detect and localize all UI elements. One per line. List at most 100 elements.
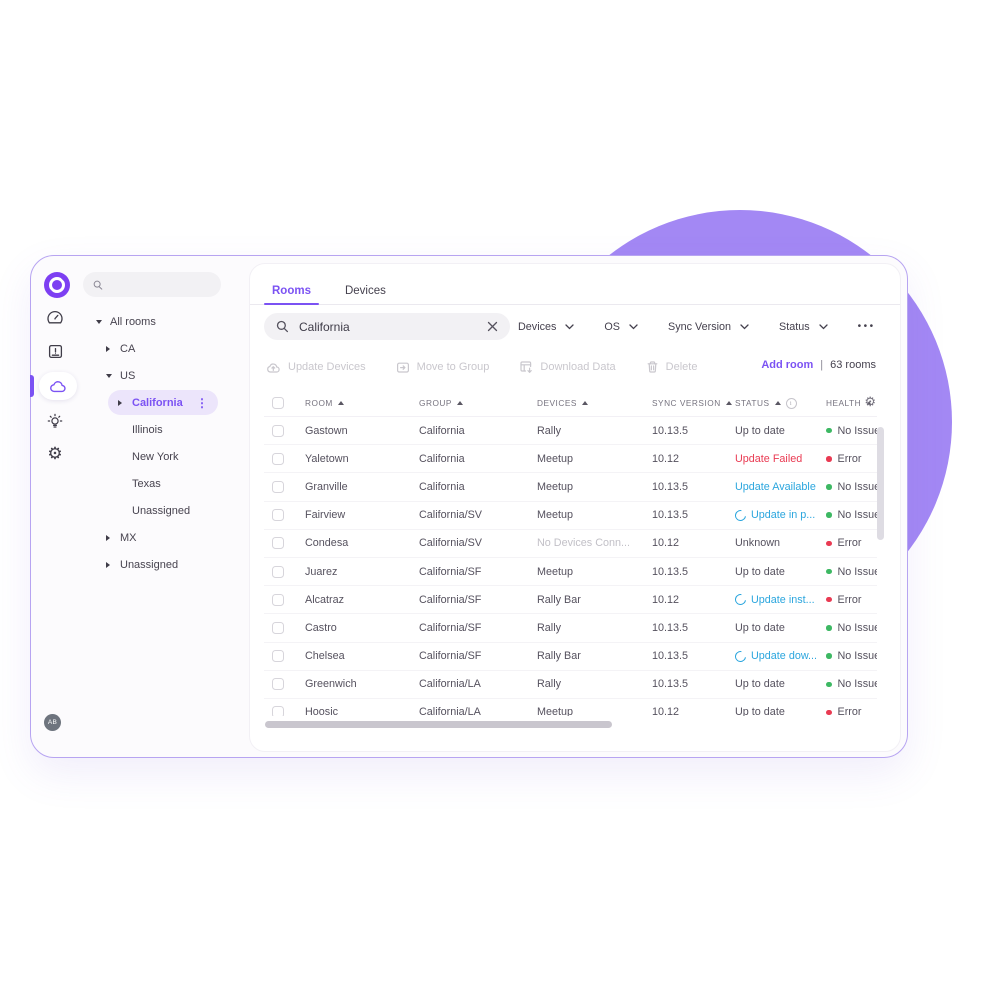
clear-search-button[interactable] bbox=[487, 321, 498, 332]
tree-caret-icon[interactable] bbox=[106, 346, 120, 352]
table-row[interactable]: Fairview California/SV Meetup 10.13.5 Up… bbox=[264, 502, 877, 530]
tree-item-label: MX bbox=[120, 531, 137, 544]
cloud-upload-icon bbox=[267, 362, 280, 373]
sidebar-search[interactable] bbox=[83, 272, 221, 297]
cell-devices: No Devices Conn... bbox=[537, 537, 631, 550]
tree-item-label: All rooms bbox=[110, 315, 156, 328]
column-header-devices[interactable]: DEVICES bbox=[537, 398, 652, 408]
tree-item[interactable]: MX bbox=[31, 524, 249, 551]
row-checkbox[interactable] bbox=[272, 565, 284, 578]
rooms-table: ROOM GROUP DEVICES SYNC VERSION STATUS i … bbox=[264, 390, 877, 716]
row-checkbox[interactable] bbox=[272, 537, 284, 550]
tree-item-label: CA bbox=[120, 342, 136, 355]
row-checkbox[interactable] bbox=[272, 452, 284, 465]
row-checkbox[interactable] bbox=[272, 480, 284, 493]
update-spinner-icon bbox=[735, 509, 749, 522]
tree-caret-icon[interactable] bbox=[106, 562, 120, 568]
row-checkbox[interactable] bbox=[272, 621, 284, 634]
select-all-checkbox[interactable] bbox=[272, 397, 284, 409]
column-header-health[interactable]: HEALTH bbox=[826, 398, 877, 408]
tree-item[interactable]: California ⋮ bbox=[31, 389, 249, 416]
table-row[interactable]: Hoosic California/LA Meetup 10.12 Up to … bbox=[264, 699, 877, 716]
rooms-search[interactable] bbox=[264, 313, 510, 340]
row-checkbox[interactable] bbox=[272, 706, 284, 716]
cell-group: California bbox=[419, 452, 465, 465]
table-row[interactable]: Greenwich California/LA Rally 10.13.5 Up… bbox=[264, 671, 877, 699]
cell-health: No Issues bbox=[826, 425, 877, 437]
table-row[interactable]: Castro California/SF Rally 10.13.5 Up to… bbox=[264, 614, 877, 643]
more-filters-button[interactable]: ••• bbox=[857, 321, 876, 332]
tree-caret-icon[interactable] bbox=[118, 400, 132, 406]
health-dot-icon bbox=[826, 484, 832, 490]
tree-caret-icon[interactable] bbox=[106, 535, 120, 541]
table-row[interactable]: Yaletown California Meetup 10.12 Update … bbox=[264, 445, 877, 474]
sidebar-search-input[interactable] bbox=[108, 277, 211, 292]
tree-item[interactable]: CA bbox=[31, 335, 249, 362]
row-checkbox[interactable] bbox=[272, 650, 284, 663]
update-devices-button[interactable]: Update Devices bbox=[266, 361, 366, 374]
table-row[interactable]: Alcatraz California/SF Rally Bar 10.12 U… bbox=[264, 586, 877, 615]
cell-group: California/SF bbox=[419, 650, 482, 663]
row-checkbox[interactable] bbox=[272, 678, 284, 691]
health-dot-icon bbox=[826, 596, 832, 603]
tree-item[interactable]: US bbox=[31, 362, 249, 389]
tree-item[interactable]: Unassigned bbox=[31, 551, 249, 578]
cell-devices: Meetup bbox=[537, 452, 574, 465]
add-room-button[interactable]: Add room bbox=[761, 359, 814, 371]
row-checkbox[interactable] bbox=[272, 593, 284, 606]
row-checkbox[interactable] bbox=[272, 509, 284, 522]
tree-item[interactable]: All rooms bbox=[31, 308, 249, 335]
column-header-sync-version[interactable]: SYNC VERSION bbox=[652, 398, 735, 408]
tree-item[interactable]: Illinois bbox=[31, 416, 249, 443]
app-window: ⚙ AB All rooms CA US California bbox=[29, 255, 908, 758]
tree-caret-icon[interactable] bbox=[106, 374, 120, 378]
tree-item[interactable]: Texas bbox=[31, 470, 249, 497]
filter-sync-version[interactable]: Sync Version bbox=[668, 321, 749, 333]
tab-rooms[interactable]: Rooms bbox=[264, 278, 319, 305]
table-row[interactable]: Chelsea California/SF Rally Bar 10.13.5 … bbox=[264, 643, 877, 671]
separator: | bbox=[820, 359, 824, 371]
download-data-icon bbox=[520, 361, 533, 373]
table-header-row: ROOM GROUP DEVICES SYNC VERSION STATUS i … bbox=[264, 390, 877, 417]
filter-devices[interactable]: Devices bbox=[518, 321, 575, 333]
horizontal-scrollbar[interactable] bbox=[265, 721, 612, 728]
sidebar-item-rooms[interactable] bbox=[39, 372, 77, 400]
column-header-group[interactable]: GROUP bbox=[419, 398, 537, 408]
tree-item[interactable]: New York bbox=[31, 443, 249, 470]
sidebar-item-alerts[interactable] bbox=[44, 340, 66, 362]
filter-os[interactable]: OS bbox=[604, 321, 638, 333]
tab-devices[interactable]: Devices bbox=[344, 285, 386, 297]
table-row[interactable]: Juarez California/SF Meetup 10.13.5 Up t… bbox=[264, 558, 877, 587]
sidebar-item-insights[interactable] bbox=[44, 410, 66, 432]
column-header-status[interactable]: STATUS i bbox=[735, 397, 826, 409]
column-header-room[interactable]: ROOM bbox=[305, 398, 419, 408]
sidebar-item-settings[interactable]: ⚙ bbox=[44, 442, 66, 464]
update-spinner-icon bbox=[735, 650, 749, 663]
column-settings-gear-icon[interactable]: ⚙ bbox=[864, 394, 876, 409]
move-to-group-button[interactable]: Move to Group bbox=[396, 361, 489, 374]
download-data-button[interactable]: Download Data bbox=[519, 360, 616, 374]
cell-sync-version: 10.12 bbox=[652, 593, 680, 606]
cell-sync-version: 10.13.5 bbox=[652, 621, 689, 634]
tree-item[interactable]: Unassigned bbox=[31, 497, 249, 524]
table-row[interactable]: Condesa California/SV No Devices Conn...… bbox=[264, 530, 877, 558]
cell-health: Error bbox=[826, 706, 877, 716]
sidebar-item-dashboard[interactable] bbox=[44, 307, 66, 329]
tree-item-label: New York bbox=[132, 450, 179, 463]
row-checkbox[interactable] bbox=[272, 424, 284, 437]
info-icon[interactable]: i bbox=[785, 397, 797, 409]
table-row[interactable]: Granville California Meetup 10.13.5 Upda… bbox=[264, 473, 877, 502]
cell-room: Alcatraz bbox=[305, 593, 345, 606]
rooms-search-input[interactable] bbox=[297, 318, 487, 335]
vertical-scrollbar[interactable] bbox=[877, 427, 884, 540]
delete-button[interactable]: Delete bbox=[646, 360, 697, 374]
table-row[interactable]: Gastown California Rally 10.13.5 Up to d… bbox=[264, 417, 877, 446]
tree-caret-icon[interactable] bbox=[96, 320, 110, 324]
active-nav-indicator bbox=[29, 375, 34, 397]
filter-status[interactable]: Status bbox=[779, 321, 828, 333]
kebab-menu-icon[interactable]: ⋮ bbox=[196, 395, 208, 410]
avatar[interactable]: AB bbox=[44, 714, 61, 731]
health-dot-icon bbox=[826, 568, 832, 575]
cell-group: California bbox=[419, 480, 465, 493]
search-icon bbox=[93, 280, 103, 290]
